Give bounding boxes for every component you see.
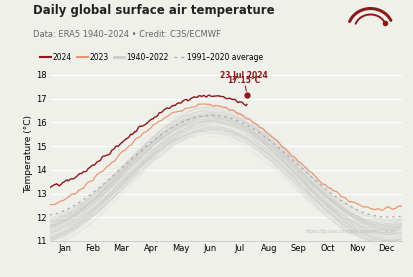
Text: Data: ERA5 1940–2024 • Credit: C3S/ECMWF: Data: ERA5 1940–2024 • Credit: C3S/ECMWF [33,29,221,38]
Text: Daily global surface air temperature: Daily global surface air temperature [33,4,274,17]
Legend: 2024, 2023, 1940–2022, 1991–2020 average: 2024, 2023, 1940–2022, 1991–2020 average [37,50,265,65]
Text: https://pulse.climate.copernicus.eu: https://pulse.climate.copernicus.eu [304,229,397,234]
Text: 17.15°C: 17.15°C [226,76,259,85]
Text: 23 Jul 2024: 23 Jul 2024 [219,71,267,91]
Y-axis label: Temperature (°C): Temperature (°C) [24,116,33,193]
